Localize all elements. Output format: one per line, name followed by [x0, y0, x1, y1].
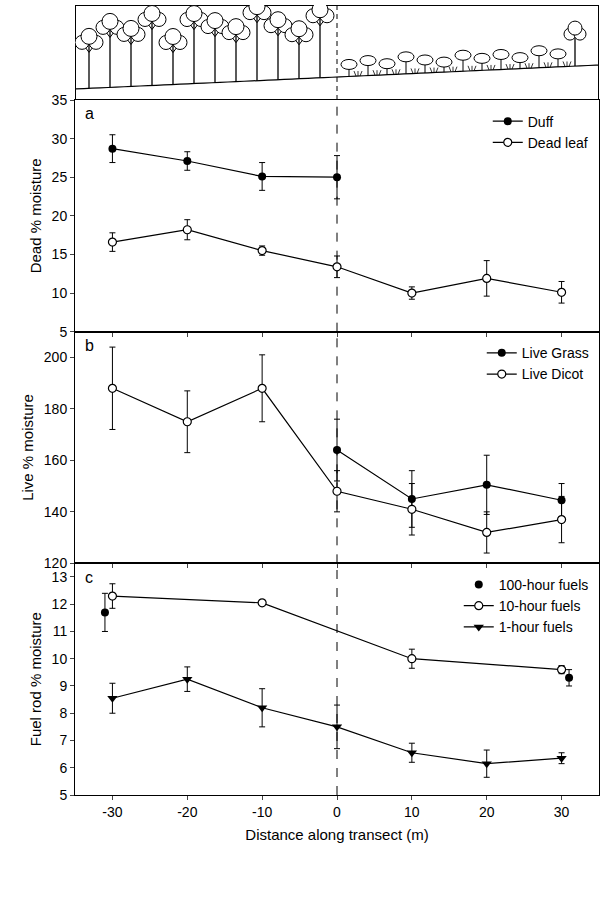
svg-text:c: c — [85, 569, 93, 586]
svg-text:10: 10 — [404, 804, 420, 820]
svg-text:10: 10 — [52, 651, 68, 667]
svg-text:15: 15 — [52, 246, 68, 262]
svg-text:8: 8 — [59, 705, 67, 721]
svg-text:200: 200 — [44, 349, 68, 365]
svg-text:100-hour fuels: 100-hour fuels — [499, 577, 589, 593]
svg-text:Duff: Duff — [528, 114, 554, 130]
svg-text:Live Dicot: Live Dicot — [522, 366, 584, 382]
svg-text:9: 9 — [59, 678, 67, 694]
svg-text:30: 30 — [554, 804, 570, 820]
svg-text:20: 20 — [479, 804, 495, 820]
svg-text:Fuel rod % moisture: Fuel rod % moisture — [27, 612, 44, 746]
svg-text:20: 20 — [52, 208, 68, 224]
svg-text:Dead leaf: Dead leaf — [528, 135, 588, 151]
svg-text:Distance along transect (m): Distance along transect (m) — [245, 826, 428, 843]
svg-text:1-hour fuels: 1-hour fuels — [499, 619, 573, 635]
svg-text:120: 120 — [44, 555, 68, 571]
svg-text:180: 180 — [44, 401, 68, 417]
svg-text:Dead % moisture: Dead % moisture — [27, 158, 44, 273]
svg-text:a: a — [85, 105, 94, 122]
svg-text:13: 13 — [52, 569, 68, 585]
svg-text:5: 5 — [59, 324, 67, 340]
svg-text:10: 10 — [52, 285, 68, 301]
svg-text:160: 160 — [44, 452, 68, 468]
svg-text:140: 140 — [44, 504, 68, 520]
svg-text:7: 7 — [59, 732, 67, 748]
svg-text:25: 25 — [52, 169, 68, 185]
svg-text:-30: -30 — [102, 804, 122, 820]
svg-text:30: 30 — [52, 131, 68, 147]
svg-text:Live Grass: Live Grass — [522, 345, 589, 361]
svg-text:35: 35 — [52, 92, 68, 108]
svg-text:-10: -10 — [252, 804, 272, 820]
svg-text:6: 6 — [59, 760, 67, 776]
svg-text:12: 12 — [52, 596, 68, 612]
svg-text:b: b — [85, 337, 94, 354]
svg-text:11: 11 — [53, 623, 68, 639]
svg-text:-20: -20 — [177, 804, 197, 820]
svg-text:0: 0 — [333, 804, 341, 820]
svg-text:Live % moisture: Live % moisture — [19, 394, 36, 501]
svg-text:5: 5 — [59, 787, 67, 803]
svg-text:10-hour fuels: 10-hour fuels — [499, 598, 581, 614]
